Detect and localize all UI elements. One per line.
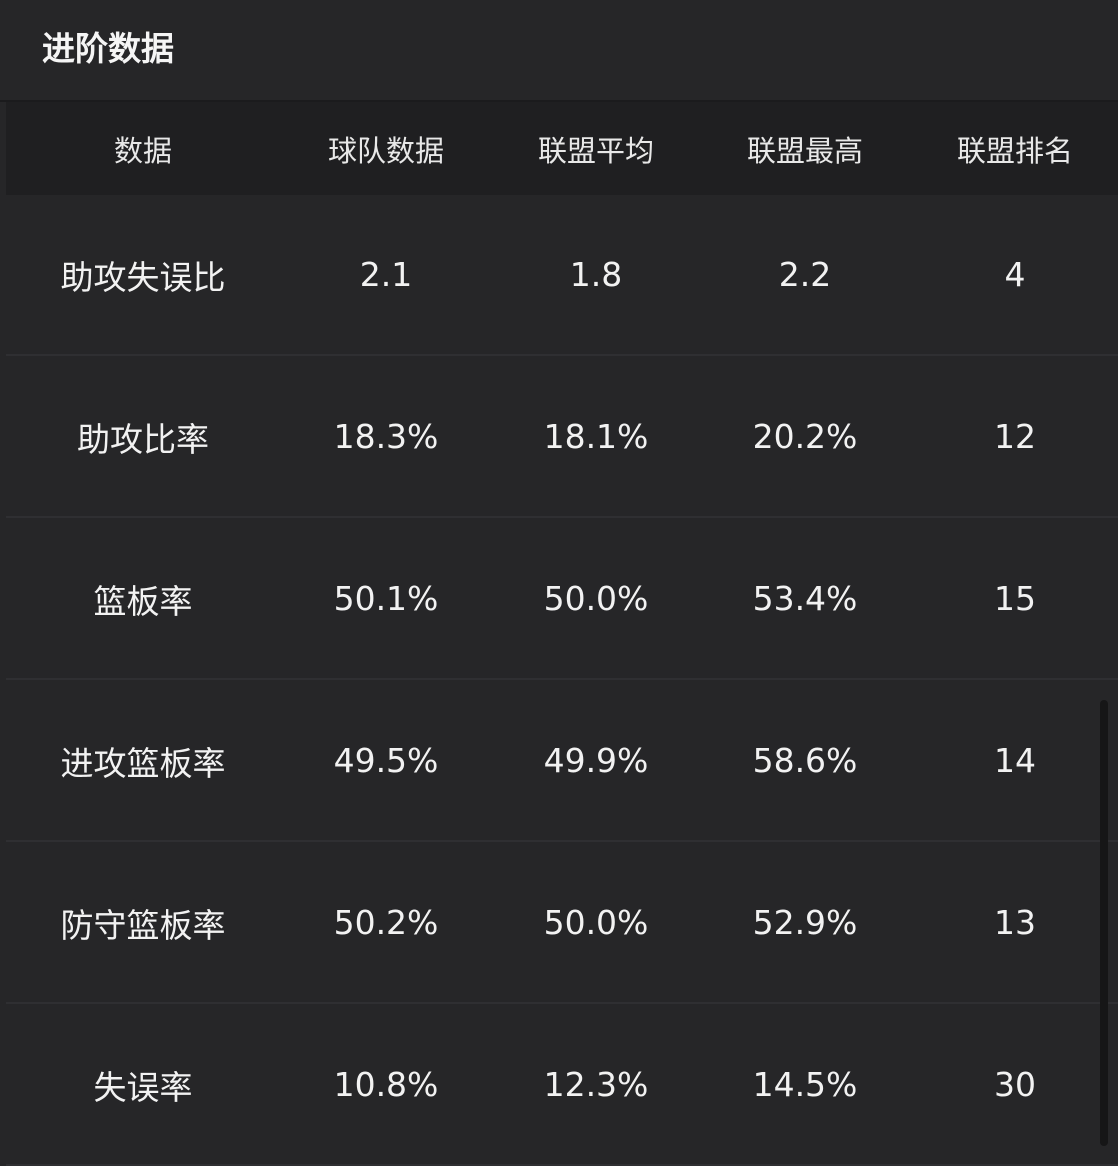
team-value: 50.2%	[333, 903, 439, 942]
table-row: 篮板率 50.1% 50.0% 53.4% 15	[6, 519, 1118, 680]
league-rank: 12	[994, 417, 1036, 456]
stat-name: 篮板率	[93, 581, 193, 621]
table-row: 防守篮板率 50.2% 50.0% 52.9% 13	[6, 843, 1118, 1004]
league-max: 58.6%	[752, 741, 858, 780]
advanced-stats-table: 数据 球队数据 联盟平均 联盟最高 联盟排名 助攻失误比 2.1 1.8 2.2 4 助攻…	[6, 102, 1118, 1166]
league-max: 52.9%	[752, 903, 858, 942]
league-rank: 13	[994, 903, 1036, 942]
team-value: 49.5%	[333, 741, 439, 780]
stat-name: 助攻比率	[77, 419, 209, 459]
league-max: 2.2	[778, 255, 832, 294]
team-value: 18.3%	[333, 417, 439, 456]
table-row: 助攻比率 18.3% 18.1% 20.2% 12	[6, 357, 1118, 518]
column-header-league-avg: 联盟平均	[537, 133, 655, 168]
scrollbar[interactable]	[1100, 700, 1108, 1146]
league-avg: 50.0%	[543, 579, 649, 618]
table-row: 失误率 10.8% 12.3% 14.5% 30	[6, 1005, 1118, 1166]
team-value: 10.8%	[333, 1065, 439, 1104]
league-rank: 14	[994, 741, 1036, 780]
league-avg: 12.3%	[543, 1065, 649, 1104]
column-header-stat: 数据	[113, 133, 173, 168]
stat-name: 助攻失误比	[60, 257, 226, 297]
column-header-team: 球队数据	[327, 133, 445, 168]
table-row: 进攻篮板率 49.5% 49.9% 58.6% 14	[6, 681, 1118, 842]
section-title: 进阶数据	[42, 29, 174, 68]
league-avg: 18.1%	[543, 417, 649, 456]
team-value: 50.1%	[333, 579, 439, 618]
section-header: 进阶数据	[0, 0, 1118, 102]
league-rank: 4	[1004, 255, 1026, 294]
league-max: 53.4%	[752, 579, 858, 618]
stat-name: 防守篮板率	[60, 905, 226, 945]
league-avg: 49.9%	[543, 741, 649, 780]
stat-name: 进攻篮板率	[60, 743, 226, 783]
table-row: 助攻失误比 2.1 1.8 2.2 4	[6, 195, 1118, 356]
table-header-row: 数据 球队数据 联盟平均 联盟最高 联盟排名	[6, 102, 1118, 195]
column-header-league-max: 联盟最高	[746, 133, 864, 168]
team-value: 2.1	[359, 255, 413, 294]
league-avg: 1.8	[569, 255, 623, 294]
league-avg: 50.0%	[543, 903, 649, 942]
league-rank: 15	[994, 579, 1036, 618]
stat-name: 失误率	[93, 1067, 193, 1107]
league-rank: 30	[994, 1065, 1036, 1104]
league-max: 14.5%	[752, 1065, 858, 1104]
column-header-league-rank: 联盟排名	[956, 133, 1074, 168]
league-max: 20.2%	[752, 417, 858, 456]
